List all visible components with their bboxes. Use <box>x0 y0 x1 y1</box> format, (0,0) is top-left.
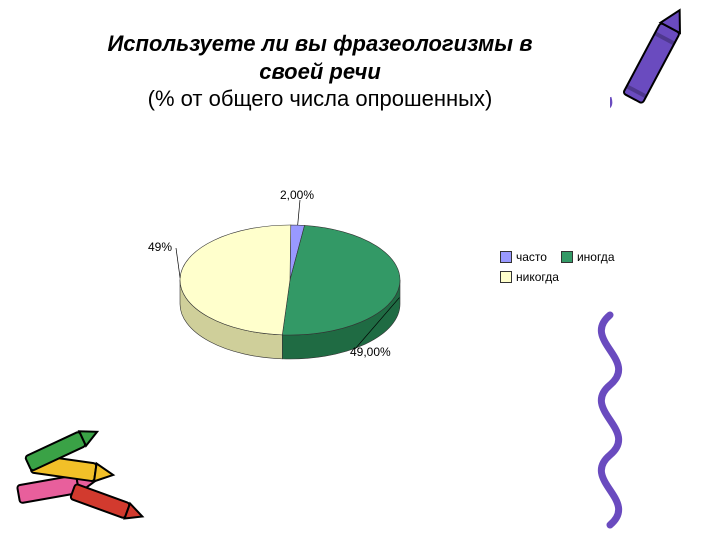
legend-text-never: никогда <box>516 270 559 284</box>
label-often: 2,00% <box>280 188 314 202</box>
label-never: 49% <box>148 240 172 254</box>
legend-swatch-never <box>500 271 512 283</box>
label-sometimes: 49,00% <box>350 345 391 359</box>
pie-chart: 2,00% 49,00% 49% часто иногда никогда <box>140 190 620 410</box>
legend-text-sometimes: иногда <box>577 250 615 264</box>
legend-text-often: часто <box>516 250 547 264</box>
legend-item-sometimes: иногда <box>561 250 615 264</box>
legend-item-never: никогда <box>500 270 559 284</box>
crayons-bottom-left-icon <box>10 410 160 530</box>
legend-swatch-sometimes <box>561 251 573 263</box>
squiggle-icon <box>570 310 650 530</box>
pie-svg <box>160 190 420 390</box>
crayon-top-right-icon <box>610 0 700 130</box>
legend: часто иногда никогда <box>500 250 660 290</box>
title-line2: своей речи <box>259 59 381 84</box>
title-line3: (% от общего числа опрошенных) <box>148 86 493 111</box>
legend-swatch-often <box>500 251 512 263</box>
slide-title: Используете ли вы фразеологизмы в своей … <box>90 30 550 113</box>
title-line1: Используете ли вы фразеологизмы в <box>107 31 532 56</box>
legend-item-often: часто <box>500 250 547 264</box>
